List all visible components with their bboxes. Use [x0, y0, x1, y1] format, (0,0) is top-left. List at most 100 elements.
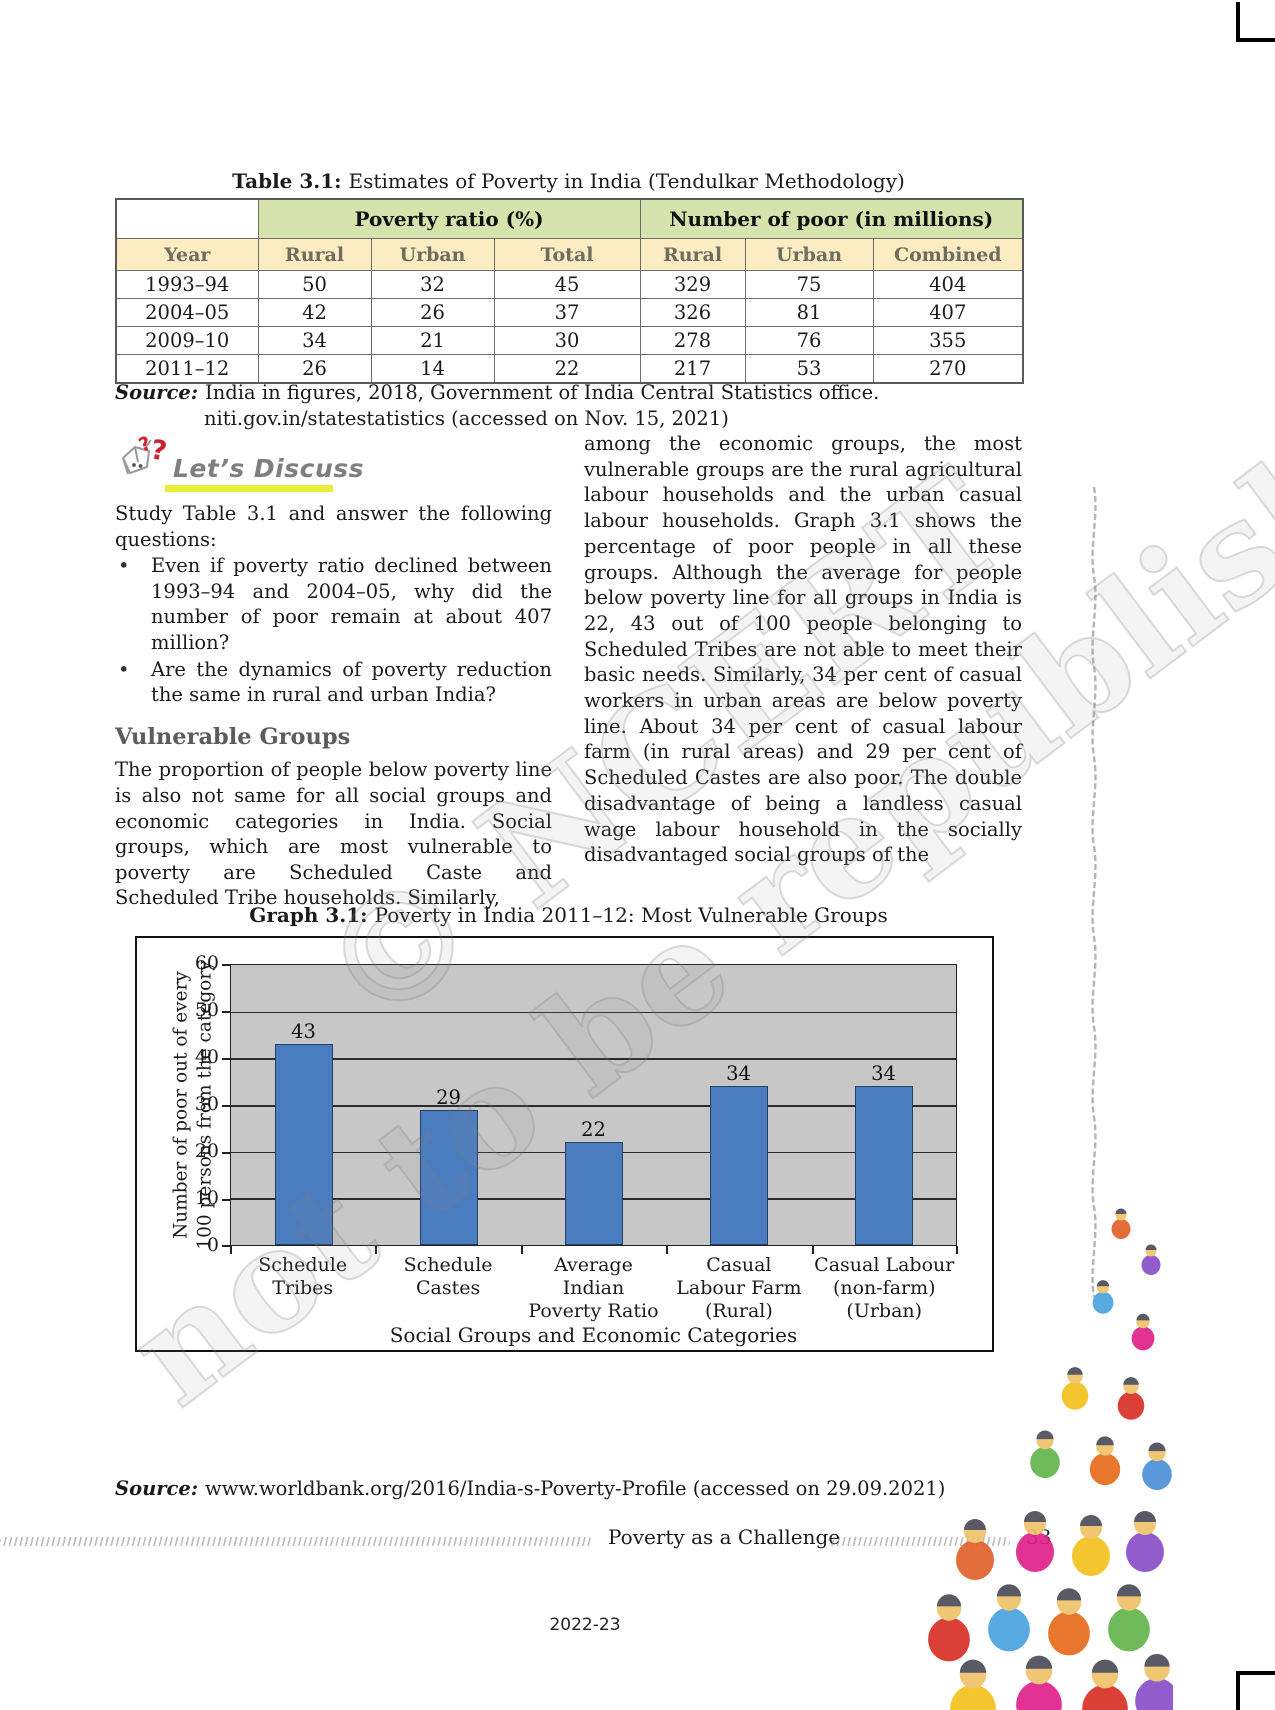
y-tick-label: 60	[194, 952, 219, 974]
y-tick-label: 50	[194, 999, 219, 1021]
bar-schedule-tribes: 43	[274, 965, 333, 1245]
cell: 26	[370, 298, 495, 327]
corner-mark-top-right	[1236, 2, 1275, 42]
footer-scribble-left	[0, 1537, 592, 1546]
discussion-question: • Are the dynamics of poverty reduction …	[115, 657, 552, 708]
category-label: Casual Labour Farm (Rural)	[676, 1254, 802, 1322]
right-column-paragraph: among the economic groups, the most vuln…	[584, 432, 1022, 867]
yellow-underline	[165, 485, 333, 492]
cell: 53	[744, 354, 874, 384]
y-tick-label: 40	[194, 1046, 219, 1068]
category-label: Schedule Castes	[403, 1254, 493, 1299]
table-group-header-row: Poverty ratio (%) Number of poor (in mil…	[115, 198, 1024, 239]
bar-value-label: 43	[291, 1020, 316, 1044]
y-tick-mark	[222, 1058, 230, 1060]
cell: 217	[639, 354, 746, 384]
cell: 42	[257, 298, 372, 327]
x-tick-mark	[666, 1246, 668, 1254]
graph-3-1-chart: Number of poor out of every 100 persons …	[135, 936, 994, 1352]
cell: 30	[493, 326, 641, 355]
y-tick-mark	[222, 1011, 230, 1013]
y-tick-mark	[222, 1245, 230, 1247]
table-row: 1993–94 50 32 45 329 75 404	[115, 270, 1024, 299]
question-mark-icon: ?	[148, 434, 169, 467]
vulnerable-groups-paragraph: The proportion of people below poverty l…	[115, 758, 552, 910]
x-tick-mark	[956, 1246, 958, 1254]
col-header: Urban	[370, 238, 495, 271]
col-header: Combined	[872, 238, 1024, 271]
bar-schedule-castes: 29	[419, 965, 478, 1245]
bar-value-label: 29	[436, 1085, 461, 1109]
category-label: Average Indian Poverty Ratio	[528, 1254, 659, 1322]
bar	[274, 1044, 333, 1245]
graph-number: Graph 3.1:	[249, 903, 368, 927]
footer-chapter-title: Poverty as a Challenge	[608, 1525, 841, 1549]
corner-cell	[115, 198, 259, 239]
gridline	[231, 1058, 956, 1060]
table-row: 2004–05 42 26 37 326 81 407	[115, 298, 1024, 327]
bar-average-indian-poverty-ratio: 22	[564, 965, 623, 1245]
discussion-question: • Even if poverty ratio declined between…	[115, 553, 552, 655]
bar-value-label: 34	[726, 1062, 751, 1086]
cell: 34	[257, 326, 372, 355]
x-tick-mark	[230, 1246, 232, 1254]
corner-mark-bottom-right	[1236, 1671, 1275, 1710]
margin-squiggle-decoration	[1091, 487, 1097, 1298]
cell: 329	[639, 270, 746, 299]
y-tick-label: 20	[194, 1140, 219, 1162]
graph-source: Source: www.worldbank.org/2016/India-s-Po…	[115, 1477, 945, 1500]
source-line1: India in figures, 2018, Government of In…	[205, 381, 880, 404]
group-header-number-of-poor: Number of poor (in millions)	[639, 198, 1024, 239]
y-tick-mark	[222, 1152, 230, 1154]
cell: 75	[744, 270, 874, 299]
cell: 404	[872, 270, 1024, 299]
cell: 32	[370, 270, 495, 299]
question-text: Are the dynamics of poverty reduction th…	[151, 657, 552, 707]
bar	[854, 1086, 913, 1245]
cell: 355	[872, 326, 1024, 355]
y-tick-label: 30	[194, 1093, 219, 1115]
cell: 37	[493, 298, 641, 327]
lets-discuss-title: Let’s Discuss	[173, 454, 364, 484]
cell: 76	[744, 326, 874, 355]
table-row: 2011–12 26 14 22 217 53 270	[115, 354, 1024, 384]
footer-scribble-right	[828, 1537, 1010, 1546]
x-tick-mark	[375, 1246, 377, 1254]
cell-year: 2004–05	[115, 298, 259, 327]
discuss-intro: Study Table 3.1 and answer the following…	[115, 502, 552, 551]
gridline	[231, 1011, 956, 1014]
graph-title: Graph 3.1: Poverty in India 2011–12: Most…	[115, 903, 1022, 927]
x-tick-mark	[812, 1246, 814, 1254]
lets-discuss-header: ? ? Let’s Discuss	[115, 434, 552, 484]
table-source: Source: India in figures, 2018, Governmen…	[115, 380, 1022, 432]
source-label: Source:	[115, 1477, 199, 1500]
plot-area: 43 29 22 34 34	[230, 964, 957, 1246]
vulnerable-groups-heading: Vulnerable Groups	[115, 723, 351, 750]
bullet-icon: •	[118, 554, 130, 578]
poverty-table: Poverty ratio (%) Number of poor (in mil…	[115, 198, 1025, 384]
cell: 278	[639, 326, 746, 355]
crowd-illustration	[928, 1208, 1173, 1710]
category-label: Casual Labour (non-farm) (Urban)	[814, 1254, 955, 1322]
x-axis-title: Social Groups and Economic Categories	[389, 1323, 798, 1347]
cell: 26	[257, 354, 372, 384]
bullet-icon: •	[118, 657, 130, 681]
category-label: Schedule Tribes	[258, 1254, 348, 1299]
bar	[564, 1142, 623, 1245]
col-header: Total	[493, 238, 641, 271]
table-number: Table 3.1:	[232, 169, 342, 193]
bar-casual-labour-farm-rural: 34	[709, 965, 768, 1245]
y-tick-mark	[222, 1105, 230, 1107]
table-title-text: Estimates of Poverty in India (Tendulkar…	[348, 169, 905, 193]
cell: 270	[872, 354, 1024, 384]
y-tick-label: 10	[194, 1187, 219, 1209]
bar	[419, 1109, 478, 1245]
bar-value-label: 22	[581, 1118, 606, 1142]
graph-title-text: Poverty in India 2011–12: Most Vulnerabl…	[374, 903, 888, 927]
source-line2: niti.gov.in/statestatistics (accessed on…	[204, 407, 729, 430]
y-tick-label: 0	[206, 1234, 219, 1256]
question-text: Even if poverty ratio declined between 1…	[151, 554, 552, 654]
bar-casual-labour-urban: 34	[854, 965, 913, 1245]
bar	[709, 1086, 768, 1245]
